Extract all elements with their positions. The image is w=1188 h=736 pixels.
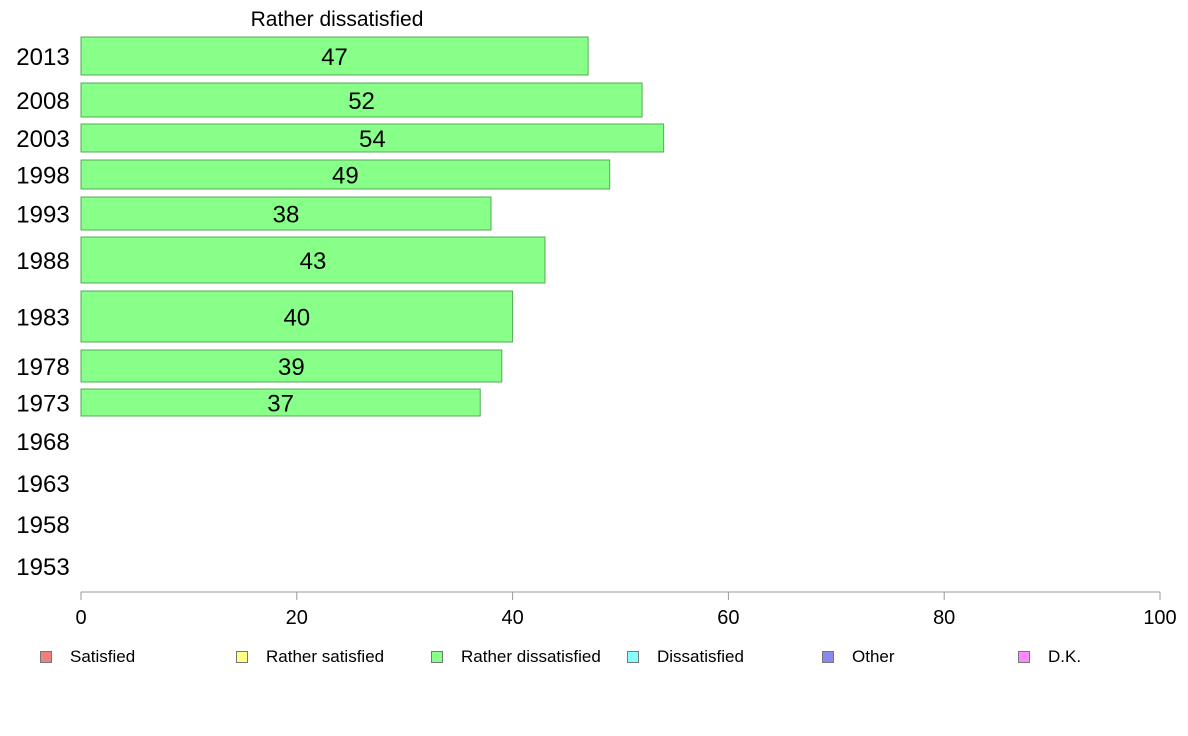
bar [80, 159, 611, 190]
x-tick-label: 40 [501, 607, 523, 629]
bar-value-label: 49 [332, 163, 359, 190]
bar-value-label: 39 [278, 354, 305, 381]
legend-label: Other [852, 647, 895, 666]
legend-label: Rather satisfied [266, 647, 385, 666]
bar [80, 349, 503, 383]
legend-swatch [822, 651, 834, 663]
chart-title: Rather dissatisfied [251, 8, 424, 31]
x-tick-label: 100 [1143, 607, 1176, 629]
bar-value-label: 47 [321, 44, 348, 71]
year-label: 1968 [16, 429, 69, 456]
legend-swatch [431, 651, 443, 663]
bar-value-label: 43 [300, 248, 327, 275]
bar-value-label: 54 [359, 126, 386, 153]
legend-swatch [236, 651, 248, 663]
year-label: 1983 [16, 305, 69, 332]
year-labels-group: 2013 2008 2003 1998 1993 1988 1983 1978 1973 1968… [16, 44, 69, 581]
x-tick-label: 60 [717, 607, 739, 629]
legend-swatch [627, 651, 639, 663]
legend-label: Dissatisfied [657, 647, 744, 666]
x-tick-label: 0 [75, 607, 86, 629]
bar-value-label: 37 [267, 391, 294, 418]
x-tick-label: 20 [286, 607, 308, 629]
year-label: 2008 [16, 88, 69, 115]
legend-label: Satisfied [70, 647, 136, 666]
x-tick-label: 80 [933, 607, 955, 629]
bar-value-label: 38 [273, 202, 300, 229]
legend-label: D.K. [1048, 647, 1082, 666]
bar [80, 388, 481, 417]
year-label: 1963 [16, 471, 69, 498]
legend-item: Satisfied [40, 645, 135, 669]
bar-value-label: 40 [283, 305, 310, 332]
year-label: 1998 [16, 163, 69, 190]
year-label: 1993 [16, 202, 69, 229]
bar [80, 36, 589, 76]
bar [80, 290, 514, 343]
legend-label: Rather dissatisfied [461, 647, 601, 666]
legend-item: D.K. [1018, 645, 1081, 669]
bar [80, 196, 492, 231]
year-label: 2003 [16, 126, 69, 153]
legend-item: Rather dissatisfied [431, 645, 601, 669]
year-label: 2013 [16, 44, 69, 71]
year-label: 1953 [16, 554, 69, 581]
x-ticks-group: 0 20 40 60 80 100 [75, 592, 1177, 629]
year-label: 1973 [16, 391, 69, 418]
year-label: 1978 [16, 354, 69, 381]
year-label: 1958 [16, 512, 69, 539]
bar [80, 236, 546, 284]
legend-swatch [1018, 651, 1030, 663]
bar [80, 82, 643, 118]
bar [80, 123, 665, 153]
legend-item: Dissatisfied [627, 645, 744, 669]
legend-item: Rather satisfied [236, 645, 384, 669]
legend: Satisfied Rather satisfied Rather dissatis… [0, 645, 1188, 669]
legend-swatch [40, 651, 52, 663]
legend-item: Other [822, 645, 895, 669]
year-label: 1988 [16, 248, 69, 275]
bar-value-label: 52 [348, 88, 375, 115]
